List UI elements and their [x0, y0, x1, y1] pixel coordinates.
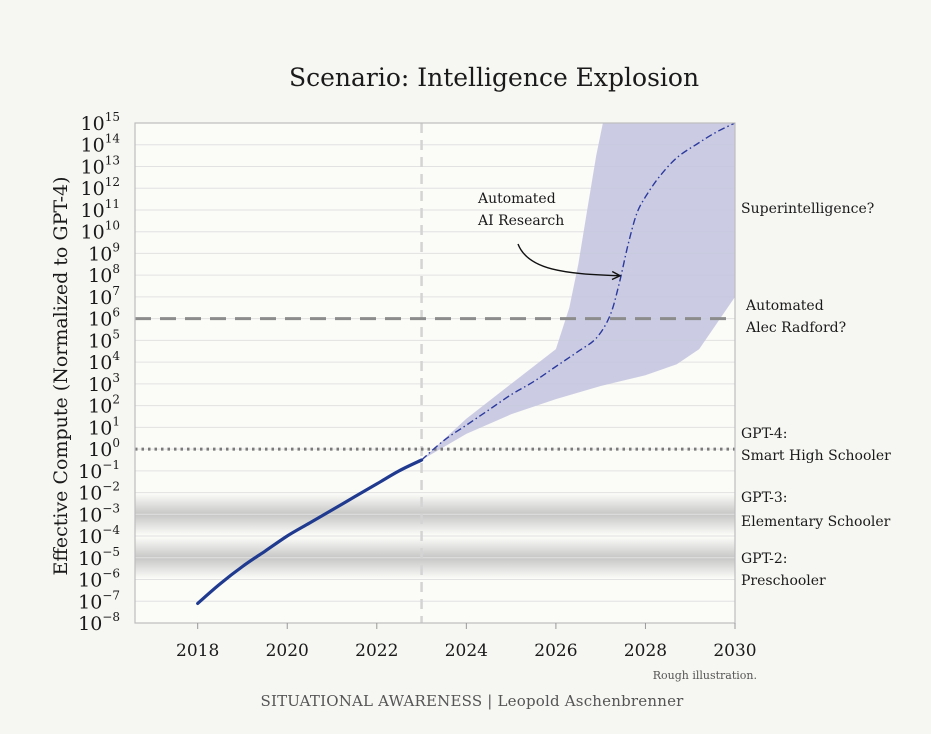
series-historical-line	[196, 458, 424, 605]
y-tick-label: 10−1	[78, 458, 120, 483]
y-tick-label: 10−4	[78, 523, 120, 548]
plot-frame	[134, 122, 736, 624]
x-tick-label: 2030	[713, 641, 756, 661]
x-tick-label: 2018	[176, 641, 219, 661]
label-gpt2-line-2: Preschooler	[741, 573, 826, 589]
y-tick-label: 1012	[81, 175, 120, 200]
y-tick-label: 10−5	[78, 545, 120, 570]
x-tick-label: 2024	[445, 641, 488, 661]
y-tick-label: 10−7	[78, 588, 120, 613]
y-tick-label: 106	[88, 306, 120, 331]
y-tick-label: 1015	[81, 110, 120, 135]
y-tick-label: 102	[88, 393, 120, 418]
y-tick-label: 10−8	[78, 610, 120, 635]
y-tick-label: 107	[88, 284, 120, 309]
series-projection-line	[421, 122, 736, 461]
label-gpt2-line-1: GPT-2:	[741, 551, 788, 567]
y-tick-label: 1014	[81, 132, 121, 157]
label-superintelligence: Superintelligence?	[741, 201, 874, 217]
x-tick-label: 2026	[534, 641, 577, 661]
y-tick-label: 108	[88, 262, 120, 287]
x-tick-label: 2028	[624, 641, 667, 661]
y-tick-label: 103	[88, 371, 120, 396]
x-tick-label: 2022	[355, 641, 398, 661]
label-gpt4-line-2: Smart High Schooler	[741, 448, 891, 464]
annotation-arrow	[517, 243, 619, 276]
label-gpt4-line-1: GPT-4:	[741, 426, 788, 442]
x-tick-label: 2020	[266, 641, 309, 661]
label-gpt3-line-1: GPT-3:	[741, 490, 788, 506]
label-gpt3-line-2: Elementary Schooler	[741, 514, 891, 530]
y-tick-label: 105	[88, 327, 120, 352]
x-axis-ticks: 2018 2020 2022 2024 2026 2028 2030	[176, 623, 757, 661]
y-tick-label: 109	[88, 240, 120, 265]
label-automated-radford-line-2: Alec Radford?	[745, 320, 846, 336]
chart-title: Scenario: Intelligence Explosion	[289, 63, 699, 92]
plot-area	[134, 122, 736, 624]
y-tick-label: 10−6	[78, 567, 120, 592]
rough-illustration-note: Rough illustration.	[653, 669, 757, 682]
y-tick-label: 104	[88, 349, 120, 374]
reference-lines	[135, 317, 735, 451]
annotation-line-1: Automated	[477, 191, 556, 207]
y-tick-label: 100	[88, 436, 120, 461]
y-tick-label: 101	[88, 414, 120, 439]
label-automated-radford-line-1: Automated	[745, 298, 824, 314]
y-tick-label: 10−2	[78, 480, 120, 505]
annotation-automated-ai-research: Automated AI Research	[477, 191, 619, 276]
y-tick-label: 1013	[81, 153, 120, 178]
y-tick-label: 1010	[81, 219, 120, 244]
footer-credit: SITUATIONAL AWARENESS | Leopold Aschenbr…	[260, 692, 684, 710]
uncertainty-band	[421, 123, 735, 460]
y-axis-ticks: 10−810−710−610−510−410−310−210−110010110…	[78, 110, 120, 635]
y-axis-label: Effective Compute (Normalized to GPT-4)	[50, 176, 72, 575]
annotation-line-2: AI Research	[477, 213, 564, 229]
y-tick-label: 1011	[81, 197, 120, 222]
y-tick-label: 10−3	[78, 501, 120, 526]
